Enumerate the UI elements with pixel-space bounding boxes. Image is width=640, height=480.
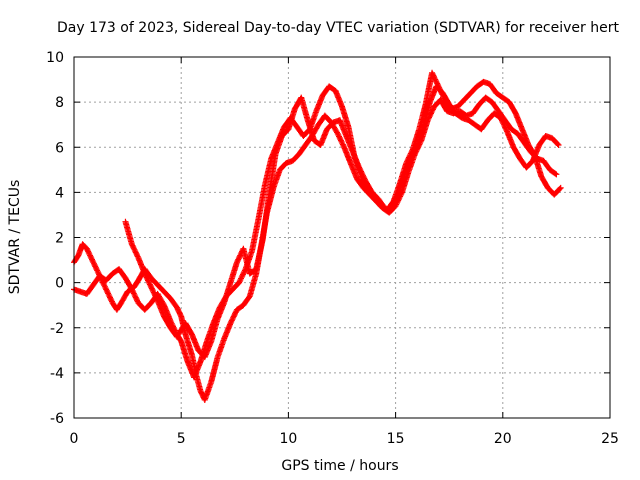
y-tick-label: 0	[55, 276, 64, 292]
y-tick-label: -6	[50, 411, 64, 427]
y-axis-title: SDTVAR / TECUs	[7, 180, 23, 295]
x-tick-label: 15	[387, 431, 405, 447]
x-tick-label: 20	[494, 431, 512, 447]
y-tick-label: 2	[55, 231, 64, 247]
y-tick-label: 6	[55, 140, 64, 156]
y-tick-label: 8	[55, 95, 64, 111]
y-tick-label: -2	[50, 321, 64, 337]
series-3	[122, 83, 562, 361]
data-points	[71, 69, 564, 403]
y-tick-label: -4	[50, 366, 64, 382]
grid	[74, 57, 610, 418]
x-tick-label: 5	[177, 431, 186, 447]
x-tick-label: 25	[601, 431, 619, 447]
x-tick-label: 10	[279, 431, 297, 447]
series-markers	[122, 83, 562, 361]
chart-title: Day 173 of 2023, Sidereal Day-to-day VTE…	[57, 20, 619, 36]
x-axis-title: GPS time / hours	[281, 458, 398, 474]
x-tick-label: 0	[70, 431, 79, 447]
y-tick-label: 4	[55, 185, 64, 201]
y-tick-label: 10	[46, 50, 64, 66]
axis-ticks: 0 5 10 15 20 25 -6 -4 -2 0 2 4 6 8 10	[46, 50, 619, 447]
